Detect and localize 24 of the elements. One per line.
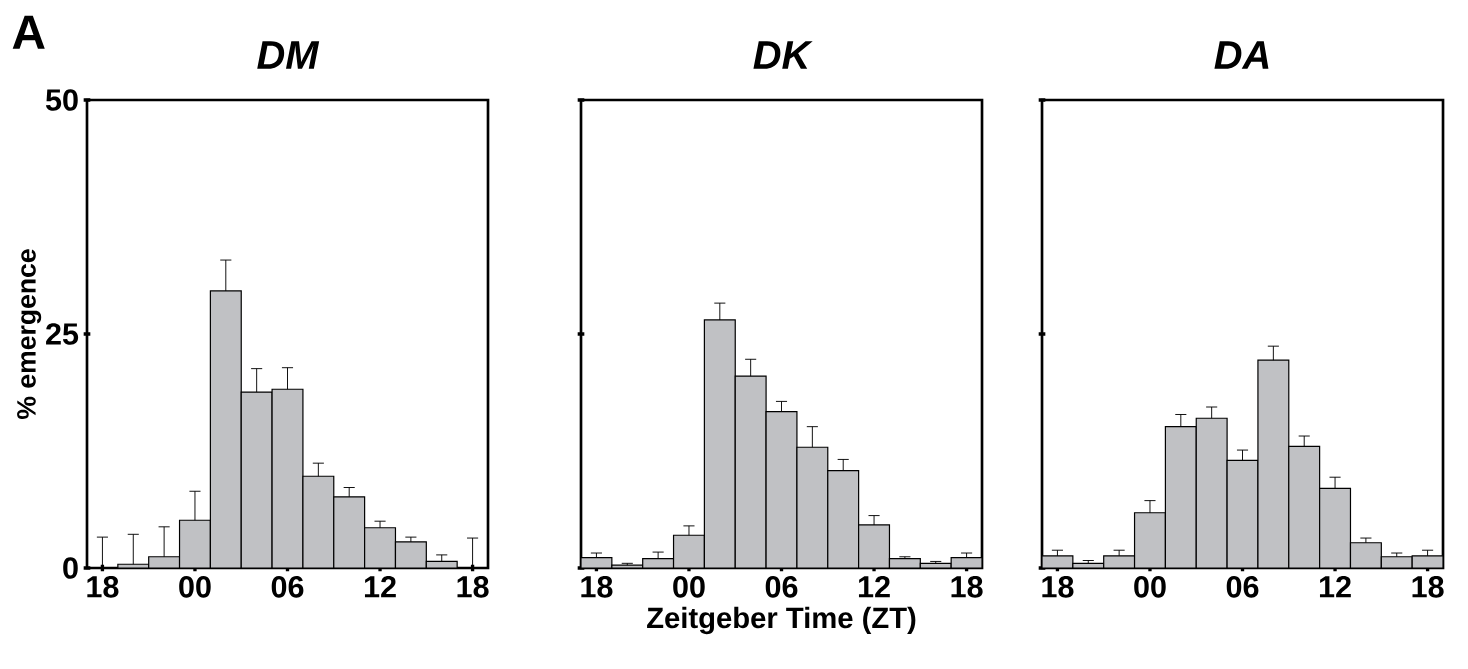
x-tick-label: 12 bbox=[364, 576, 396, 598]
x-axis-title: Zeitgeber Time (ZT) bbox=[647, 606, 916, 635]
x-tick-label: 00 bbox=[1134, 576, 1166, 598]
x-tick-label: 06 bbox=[1226, 576, 1259, 598]
x-tick-label: 18 bbox=[581, 576, 613, 598]
y-tick-label: 25 bbox=[46, 323, 79, 345]
x-tick-label: 06 bbox=[271, 576, 304, 598]
chart-title: DM bbox=[257, 41, 320, 69]
chart-title: DK bbox=[753, 41, 813, 69]
y-tick-label: 0 bbox=[63, 557, 78, 579]
x-tick-label: 18 bbox=[457, 576, 489, 598]
y-axis-title: % emergence bbox=[17, 249, 42, 419]
y-tick-label: 50 bbox=[45, 89, 78, 111]
chart-title: DA bbox=[1214, 41, 1269, 69]
x-tick-label: 00 bbox=[179, 576, 211, 598]
x-tick-label: 12 bbox=[858, 576, 890, 598]
x-tick-label: 00 bbox=[673, 576, 705, 598]
x-tick-label: 18 bbox=[1042, 576, 1074, 598]
x-tick-label: 12 bbox=[1319, 576, 1351, 598]
x-tick-label: 18 bbox=[87, 576, 119, 598]
x-tick-label: 18 bbox=[1412, 576, 1444, 598]
x-tick-label: 18 bbox=[951, 576, 983, 598]
text: A bbox=[12, 15, 45, 49]
x-tick-label: 06 bbox=[765, 576, 798, 598]
